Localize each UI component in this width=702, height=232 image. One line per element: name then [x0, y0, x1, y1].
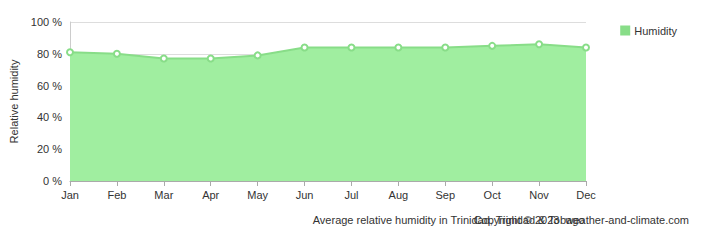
- svg-text:Jul: Jul: [344, 189, 358, 201]
- svg-text:Dec: Dec: [576, 189, 596, 201]
- svg-text:60 %: 60 %: [37, 80, 62, 92]
- svg-text:40 %: 40 %: [37, 111, 62, 123]
- svg-text:20 %: 20 %: [37, 143, 62, 155]
- svg-text:Sep: Sep: [435, 189, 455, 201]
- svg-text:Apr: Apr: [202, 189, 219, 201]
- svg-text:Nov: Nov: [529, 189, 549, 201]
- svg-text:100 %: 100 %: [31, 16, 62, 28]
- svg-text:Feb: Feb: [107, 189, 126, 201]
- svg-text:May: May: [247, 189, 268, 201]
- svg-text:Copyright © 2023 weather-and-: Copyright © 2023 weather-and-climate.com: [474, 214, 689, 226]
- svg-text:Oct: Oct: [484, 189, 501, 201]
- svg-text:0 %: 0 %: [43, 175, 62, 187]
- svg-text:Jan: Jan: [61, 189, 79, 201]
- svg-text:Jun: Jun: [296, 189, 314, 201]
- svg-text:Humidity: Humidity: [634, 25, 677, 37]
- svg-text:Average relative humidity in T: Average relative humidity in Trinidad, T…: [312, 213, 585, 226]
- svg-text:80 %: 80 %: [37, 48, 62, 60]
- svg-text:Mar: Mar: [154, 189, 173, 201]
- svg-text:Relative humidity: Relative humidity: [8, 59, 20, 143]
- svg-text:Aug: Aug: [389, 189, 409, 201]
